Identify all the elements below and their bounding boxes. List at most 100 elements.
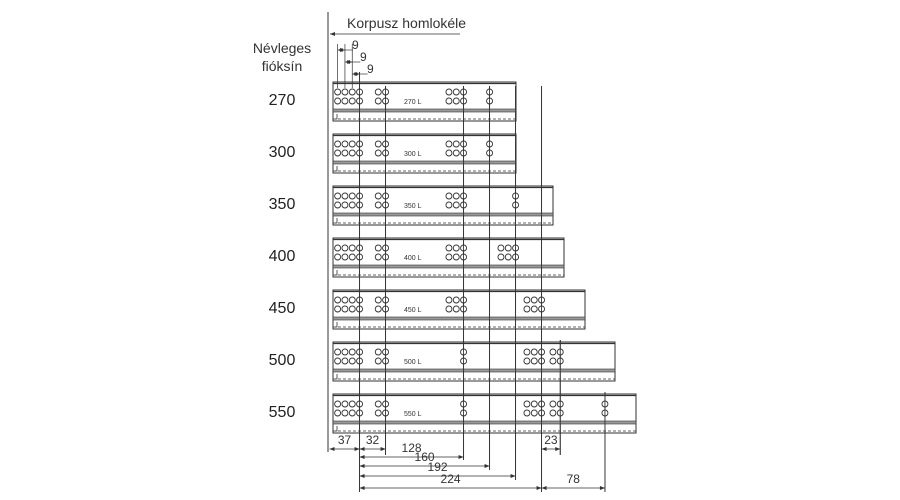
mounting-hole — [523, 357, 531, 365]
mounting-hole — [530, 409, 538, 417]
arrow-icon — [359, 474, 365, 478]
rail-hook-icon — [335, 322, 338, 328]
arrow-icon — [541, 447, 547, 451]
rail-band — [332, 212, 554, 217]
arrow-icon — [599, 486, 605, 490]
mounting-hole — [334, 192, 342, 200]
arrow-icon — [354, 72, 360, 76]
mounting-hole — [334, 140, 342, 148]
mounting-hole — [334, 357, 342, 365]
rail-band — [332, 316, 586, 321]
mounting-hole — [523, 296, 531, 304]
rail-band — [332, 264, 565, 269]
mounting-hole — [334, 409, 342, 417]
rail-hook-icon — [335, 374, 338, 380]
mounting-hole — [445, 244, 453, 252]
nominal-size-500: 500 — [268, 352, 296, 369]
rail-500 — [332, 341, 616, 382]
mounting-hole — [374, 192, 382, 200]
mounting-hole — [374, 244, 382, 252]
front-edge-label: Korpusz homlokéle — [347, 15, 467, 31]
nominal-size-550: 550 — [268, 404, 296, 421]
rail-400 — [332, 237, 565, 278]
mounting-hole — [341, 253, 349, 261]
mounting-hole — [452, 244, 460, 252]
mounting-hole — [341, 244, 349, 252]
mounting-hole — [497, 244, 505, 252]
mounting-hole — [452, 296, 460, 304]
nominal-size-400: 400 — [268, 248, 296, 265]
mounting-hole — [334, 296, 342, 304]
rail-band — [332, 420, 637, 425]
dimension-label-37: 37 — [337, 433, 352, 447]
mounting-hole — [341, 149, 349, 157]
mounting-hole — [348, 400, 356, 408]
arrow-icon — [458, 455, 464, 459]
arrow-icon — [330, 32, 335, 36]
nominal-label-line2: fióksín — [261, 58, 303, 74]
dimension-label-160: 160 — [414, 450, 435, 464]
mounting-hole — [374, 357, 382, 365]
mounting-hole — [374, 97, 382, 105]
mounting-hole — [374, 149, 382, 157]
mounting-hole — [504, 244, 512, 252]
rail-inner-label: 350 L — [404, 203, 422, 210]
mounting-hole — [334, 348, 342, 356]
mounting-hole — [374, 296, 382, 304]
mounting-hole — [445, 253, 453, 261]
mounting-hole — [445, 192, 453, 200]
mounting-hole — [348, 201, 356, 209]
mounting-hole — [348, 192, 356, 200]
mounting-hole — [341, 357, 349, 365]
mounting-hole — [334, 149, 342, 157]
rail-450 — [332, 289, 586, 330]
mounting-hole — [530, 400, 538, 408]
arrow-icon — [380, 447, 386, 451]
arrow-icon — [541, 486, 547, 490]
dimension-label-224: 224 — [440, 472, 461, 486]
mounting-hole — [530, 305, 538, 313]
dimension-label-78: 78 — [566, 472, 580, 486]
nominal-label-line1: Névleges — [252, 40, 312, 56]
mounting-hole — [549, 409, 557, 417]
mounting-hole — [549, 400, 557, 408]
dimension-label-32: 32 — [365, 433, 380, 447]
mounting-hole — [348, 149, 356, 157]
mounting-hole — [348, 348, 356, 356]
mounting-hole — [374, 409, 382, 417]
mounting-hole — [348, 244, 356, 252]
mounting-hole — [452, 97, 460, 105]
mounting-hole — [341, 201, 349, 209]
mounting-hole — [348, 97, 356, 105]
mounting-hole — [445, 97, 453, 105]
mounting-hole — [452, 140, 460, 148]
arrow-icon — [347, 60, 353, 64]
rail-350 — [332, 185, 554, 226]
mounting-hole — [341, 97, 349, 105]
nominal-size-300: 300 — [268, 144, 296, 161]
nominal-size-270: 270 — [268, 92, 296, 109]
nominal-size-350: 350 — [268, 196, 296, 213]
rail-hook-icon — [335, 114, 338, 120]
mounting-hole — [341, 409, 349, 417]
mounting-hole — [497, 253, 505, 261]
rail-band — [332, 108, 517, 113]
mounting-hole — [452, 149, 460, 157]
mounting-hole — [348, 296, 356, 304]
mounting-hole — [341, 296, 349, 304]
dimension-label-128: 128 — [401, 441, 422, 455]
mounting-hole — [341, 348, 349, 356]
rail-550 — [332, 393, 637, 434]
mounting-hole — [445, 149, 453, 157]
mounting-hole — [334, 244, 342, 252]
mounting-hole — [341, 140, 349, 148]
rail-hook-icon — [335, 270, 338, 276]
spacing-label-9: 9 — [352, 38, 359, 52]
mounting-hole — [374, 400, 382, 408]
arrow-icon — [536, 486, 542, 490]
mounting-hole — [334, 400, 342, 408]
rail-hook-icon — [335, 218, 338, 224]
arrow-icon — [359, 447, 365, 451]
mounting-hole — [452, 305, 460, 313]
arrow-icon — [354, 447, 360, 451]
